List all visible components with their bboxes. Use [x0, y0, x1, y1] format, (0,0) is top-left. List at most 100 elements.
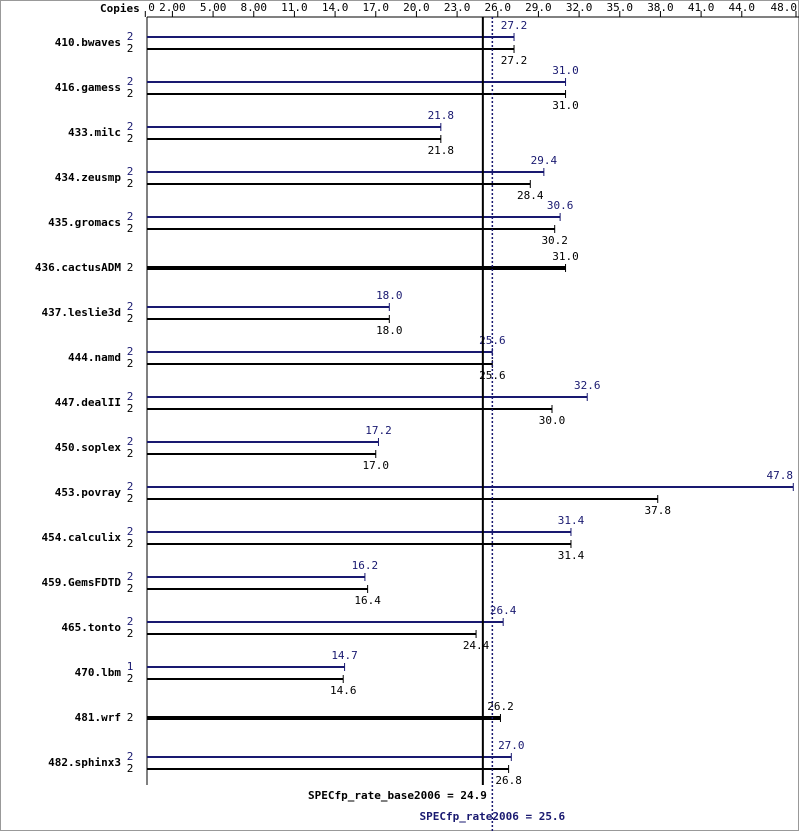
x-tick-label: 23.0 — [444, 1, 471, 14]
category-label: 465.tonto — [61, 621, 121, 634]
value-label: 30.0 — [539, 414, 566, 427]
copies-label: 2 — [127, 177, 134, 190]
bar — [147, 81, 566, 83]
value-label: 16.4 — [354, 594, 381, 607]
x-tick-label: 35.0 — [607, 1, 634, 14]
category-label: 453.povray — [55, 486, 122, 499]
value-label: 28.4 — [517, 189, 544, 202]
bar — [147, 228, 555, 230]
copies-label: 2 — [127, 570, 134, 583]
copies-label: 2 — [127, 222, 134, 235]
x-tick-label: 32.0 — [566, 1, 593, 14]
x-tick-label: 2.00 — [159, 1, 186, 14]
value-label: 21.8 — [428, 144, 455, 157]
category-label: 435.gromacs — [48, 216, 121, 229]
bar — [147, 633, 477, 635]
category-label: 481.wrf — [75, 711, 121, 724]
copies-label: 2 — [127, 300, 134, 313]
x-tick-label: 0 — [148, 1, 155, 14]
x-tick-label: 5.00 — [200, 1, 227, 14]
copies-label: 2 — [127, 42, 134, 55]
value-label: 24.4 — [463, 639, 490, 652]
copies-label: 1 — [127, 660, 134, 673]
x-tick-label: 14.0 — [322, 1, 349, 14]
bar — [147, 498, 658, 500]
value-label: 30.2 — [541, 234, 568, 247]
copies-label: 2 — [127, 261, 134, 274]
value-label: 14.6 — [330, 684, 357, 697]
x-tick-label: 44.0 — [729, 1, 756, 14]
value-label: 25.6 — [479, 334, 506, 347]
value-label: 31.0 — [552, 250, 579, 263]
copies-label: 2 — [127, 210, 134, 223]
bar — [147, 543, 571, 545]
category-label: 437.leslie3d — [42, 306, 121, 319]
value-label: 37.8 — [644, 504, 671, 517]
value-label: 31.0 — [552, 99, 579, 112]
copies-label: 2 — [127, 165, 134, 178]
x-tick-label: 11.0 — [281, 1, 308, 14]
copies-label: 2 — [127, 30, 134, 43]
copies-label: 2 — [127, 615, 134, 628]
bar — [147, 621, 504, 623]
copies-label: 2 — [127, 711, 134, 724]
copies-label: 2 — [127, 402, 134, 415]
bar — [147, 576, 365, 578]
x-tick-label: 38.0 — [647, 1, 674, 14]
category-label: 454.calculix — [42, 531, 122, 544]
value-label: 32.6 — [574, 379, 601, 392]
copies-label: 2 — [127, 120, 134, 133]
copies-label: 2 — [127, 345, 134, 358]
copies-label: 2 — [127, 132, 134, 145]
bar — [147, 453, 376, 455]
x-tick-label: 41.0 — [688, 1, 715, 14]
value-label: 21.8 — [428, 109, 455, 122]
category-label: 470.lbm — [75, 666, 122, 679]
copies-label: 2 — [127, 672, 134, 685]
category-label: 482.sphinx3 — [48, 756, 121, 769]
reference-label: SPECfp_rate2006 = 25.6 — [419, 810, 565, 823]
bar — [147, 716, 501, 720]
value-label: 25.6 — [479, 369, 506, 382]
bar — [147, 93, 566, 95]
bar — [147, 138, 441, 140]
x-tick-label: 8.00 — [241, 1, 268, 14]
x-tick-label: 48.0 — [771, 1, 798, 14]
copies-label: 2 — [127, 582, 134, 595]
bar — [147, 351, 493, 353]
x-axis-label: Copies — [100, 2, 140, 15]
category-label: 436.cactusADM — [35, 261, 121, 274]
bar — [147, 666, 345, 668]
category-label: 410.bwaves — [55, 36, 121, 49]
copies-label: 2 — [127, 537, 134, 550]
value-label: 14.7 — [331, 649, 358, 662]
copies-label: 2 — [127, 750, 134, 763]
value-label: 26.2 — [487, 700, 514, 713]
bar — [147, 171, 544, 173]
value-label: 31.4 — [558, 549, 585, 562]
x-tick-label: 29.0 — [525, 1, 552, 14]
bar — [147, 408, 552, 410]
bar — [147, 216, 561, 218]
value-label: 27.2 — [501, 19, 528, 32]
value-label: 26.4 — [490, 604, 517, 617]
copies-label: 2 — [127, 75, 134, 88]
value-label: 26.8 — [495, 774, 522, 787]
bar — [147, 678, 344, 680]
category-label: 416.gamess — [55, 81, 121, 94]
copies-label: 2 — [127, 762, 134, 775]
bar — [147, 441, 379, 443]
copies-label: 2 — [127, 357, 134, 370]
copies-label: 2 — [127, 390, 134, 403]
x-tick-label: 17.0 — [363, 1, 390, 14]
value-label: 47.8 — [767, 469, 794, 482]
bar — [147, 318, 390, 320]
value-label: 17.2 — [365, 424, 392, 437]
value-label: 27.0 — [498, 739, 525, 752]
category-label: 459.GemsFDTD — [42, 576, 122, 589]
copies-label: 2 — [127, 492, 134, 505]
x-tick-label: 20.0 — [403, 1, 430, 14]
bar — [147, 48, 515, 50]
